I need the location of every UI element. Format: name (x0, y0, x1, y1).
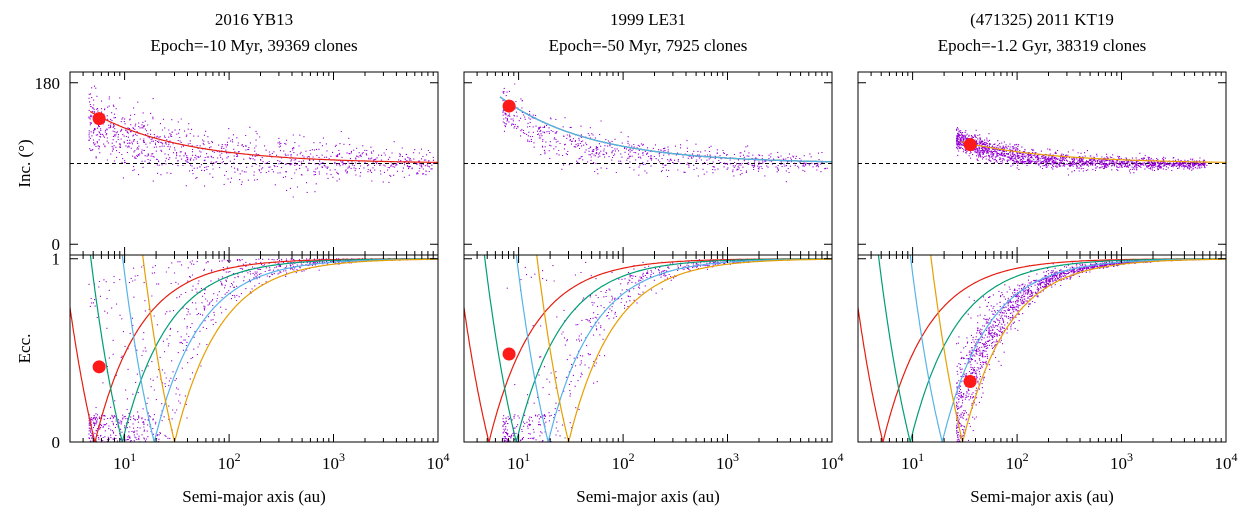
x-tick-label: 104 (821, 450, 844, 473)
y-axis-label-inc: Inc. (°) (15, 139, 34, 187)
x-tick-label: 102 (612, 450, 635, 473)
uranus-inc-curve (499, 96, 832, 163)
panel-1: 2016 YB13 Epoch=-10 Myr, 39369 clones 101 1… (69, 10, 450, 506)
axis-ticks (857, 72, 1227, 443)
neptune-crossing-curve (536, 255, 832, 442)
object-marker-ecc (963, 375, 977, 388)
clone-points (502, 83, 828, 183)
uranus-crossing-curve (515, 255, 832, 442)
panel-title: (471325) 2011 KT19 (970, 10, 1114, 29)
y-tick-label: 180 (35, 74, 61, 93)
panel-3: (471325) 2011 KT19 Epoch=-1.2 Gyr, 38319 … (857, 10, 1238, 506)
clone-points (956, 127, 1208, 176)
x-tick-label: 102 (218, 450, 241, 473)
x-tick-label: 101 (113, 450, 136, 473)
inc-plot (464, 83, 832, 183)
uranus-crossing-curve (121, 255, 438, 442)
panel-title: 2016 YB13 (215, 10, 293, 29)
object-marker-ecc (502, 347, 516, 361)
y-tick-label: 0 (52, 433, 61, 452)
neptune-crossing-curve (930, 255, 1226, 442)
x-tick-label: 101 (507, 450, 530, 473)
y-tick-label: 0 (52, 235, 61, 254)
ecc-plot (858, 255, 1226, 442)
ecc-frame (463, 254, 833, 443)
panel-subtitle: Epoch=-10 Myr, 39369 clones (150, 36, 357, 55)
x-tick-label: 104 (427, 450, 450, 473)
clone-points (88, 74, 435, 198)
object-marker-ecc (92, 360, 106, 374)
x-tick-label: 103 (1110, 450, 1133, 473)
x-axis-label: Semi-major axis (au) (970, 487, 1114, 506)
object-marker-inc (92, 112, 106, 126)
inc-plot (858, 127, 1226, 176)
neptune-inc-curve (960, 141, 1226, 163)
jupiter-inc-curve (499, 96, 832, 163)
x-tick-label: 103 (322, 450, 345, 473)
inc-plot (70, 74, 438, 198)
x-axis-label: Semi-major axis (au) (576, 487, 720, 506)
saturn-crossing-curve (483, 255, 832, 442)
x-tick-label: 101 (901, 450, 924, 473)
ecc-frame (857, 254, 1227, 443)
saturn-crossing-curve (89, 255, 438, 442)
x-tick-label: 104 (1215, 450, 1238, 473)
jupiter-inc-curve (89, 110, 438, 163)
clone-points (502, 258, 828, 442)
ecc-plot (70, 255, 438, 442)
uranus-crossing-curve (909, 255, 1226, 442)
object-marker-inc (963, 138, 977, 152)
panel-subtitle: Epoch=-1.2 Gyr, 38319 clones (938, 36, 1147, 55)
x-tick-label: 102 (1006, 450, 1029, 473)
jupiter-crossing-curve (464, 258, 832, 442)
panel-title: 1999 LE31 (610, 10, 686, 29)
y-tick-label: 1 (52, 250, 61, 269)
x-axis-label: Semi-major axis (au) (182, 487, 326, 506)
x-tick-label: 103 (716, 450, 739, 473)
y-axis-label-ecc: Ecc. (15, 334, 34, 364)
ecc-frame (69, 254, 439, 443)
axis-ticks (463, 72, 833, 443)
ecc-plot (464, 255, 832, 442)
object-marker-inc (502, 99, 516, 113)
saturn-crossing-curve (877, 255, 1226, 442)
axis-ticks (69, 72, 439, 443)
panel-2: 1999 LE31 Epoch=-50 Myr, 7925 clones 101 10… (463, 10, 844, 506)
jupiter-crossing-curve (70, 258, 438, 442)
neptune-crossing-curve (142, 255, 438, 442)
saturn-inc-curve (499, 96, 832, 163)
panel-subtitle: Epoch=-50 Myr, 7925 clones (549, 36, 748, 55)
